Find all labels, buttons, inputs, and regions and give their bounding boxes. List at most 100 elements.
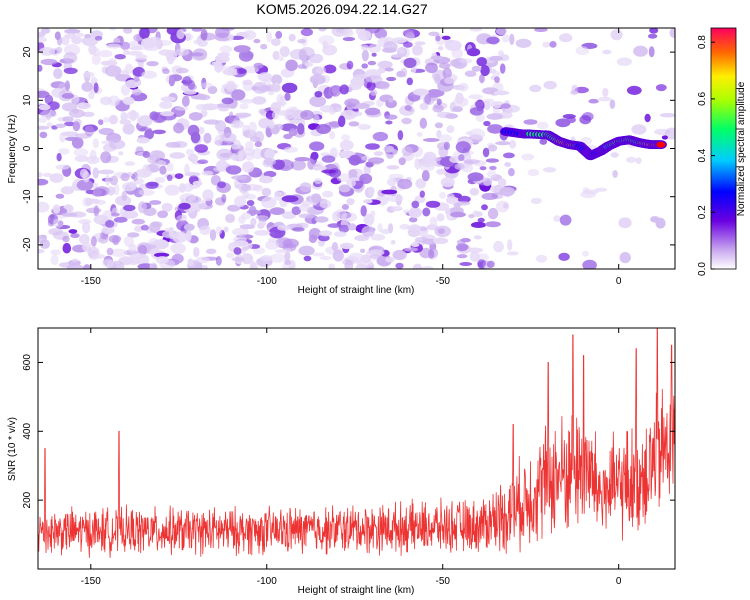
heatmap-cell: [291, 206, 301, 216]
heatmap-cell: [411, 243, 420, 247]
heatmap-cell: [438, 62, 451, 69]
heatmap-cell: [428, 249, 435, 259]
heatmap-cell: [114, 216, 128, 223]
heatmap-cell: [445, 113, 458, 119]
heatmap-cell: [71, 258, 79, 263]
heatmap-cell: [71, 36, 83, 45]
heatmap-cell: [258, 216, 268, 222]
heatmap-cell: [154, 176, 166, 183]
heatmap-cell: [493, 240, 504, 253]
heatmap-cell: [64, 121, 76, 127]
heatmap-cell: [46, 122, 53, 128]
heatmap-cell: [227, 34, 234, 40]
heatmap-cell: [468, 214, 475, 219]
heatmap-cell: [385, 120, 393, 125]
heatmap-cell: [655, 84, 667, 92]
heatmap-cell: [446, 125, 455, 133]
heatmap-cell: [124, 161, 136, 166]
heatmap-cell: [616, 57, 633, 66]
heatmap-cell: [111, 207, 119, 215]
heatmap-cell: [377, 223, 383, 233]
heatmap-cell: [314, 177, 322, 185]
heatmap-cell: [142, 164, 150, 176]
heatmap-cell: [486, 113, 503, 120]
heatmap-cell: [336, 107, 342, 112]
heatmap-cell: [648, 46, 655, 58]
heatmap-cell: [458, 82, 469, 92]
heatmap-cell: [100, 60, 118, 66]
heatmap-cell: [149, 200, 162, 205]
heatmap-cell: [106, 247, 114, 256]
heatmap-cell: [504, 162, 511, 167]
heatmap-cell: [415, 225, 429, 236]
heatmap-cell: [231, 89, 246, 101]
heatmap-cell: [71, 108, 80, 114]
heatmap-cell: [59, 132, 66, 143]
heatmap-cell: [542, 41, 551, 48]
heatmap-cell: [455, 92, 464, 105]
heatmap-cell: [114, 54, 126, 60]
heatmap-cell: [64, 80, 70, 91]
heatmap-cell: [253, 38, 261, 44]
heatmap-cell: [83, 264, 91, 269]
heatmap-cell: [509, 139, 517, 149]
heatmap-cell: [650, 216, 660, 223]
heatmap-cell: [432, 104, 444, 113]
heatmap-cell: [236, 68, 247, 75]
heatmap-cell: [495, 200, 510, 213]
heatmap-cell: [52, 218, 64, 228]
heatmap-cell: [54, 31, 61, 40]
heatmap-cell: [126, 51, 143, 56]
heatmap-cell: [437, 46, 444, 51]
heatmap-cell: [328, 121, 341, 128]
heatmap-cell: [235, 112, 252, 118]
heatmap-cell: [480, 64, 490, 77]
heatmap-cell: [367, 60, 377, 66]
heatmap-cell: [248, 121, 257, 134]
heatmap-cell: [98, 127, 115, 136]
heatmap-cell: [434, 225, 452, 237]
heatmap-cell: [241, 253, 254, 265]
heatmap-cell: [331, 28, 347, 37]
heatmap-cell: [113, 184, 120, 196]
heatmap-cell: [118, 151, 124, 156]
heatmap-cell: [361, 44, 369, 51]
heatmap-cell: [138, 189, 155, 196]
heatmap-cell: [254, 230, 271, 236]
heatmap-cell: [187, 258, 194, 267]
heatmap-cell: [487, 170, 497, 179]
heatmap-cell: [338, 184, 351, 193]
heatmap-cell: [231, 152, 237, 162]
heatmap-cell: [523, 119, 538, 125]
heatmap-cell: [416, 132, 423, 137]
heatmap-cell: [76, 102, 91, 110]
heatmap-cell: [346, 198, 355, 206]
heatmap-cell: [246, 209, 262, 215]
heatmap-cell: [62, 235, 70, 243]
heatmap-cell: [469, 28, 482, 32]
heatmap-cell: [347, 252, 365, 264]
heatmap-cell: [378, 81, 390, 90]
heatmap-cell: [164, 184, 180, 196]
heatmap-cell: [341, 204, 349, 210]
heatmap-cell: [285, 59, 298, 72]
heatmap-cell: [166, 162, 174, 172]
heatmap-cell: [395, 262, 404, 269]
heatmap-cell: [38, 172, 43, 178]
heatmap-cell: [84, 34, 91, 39]
heatmap-cell: [501, 34, 510, 43]
heatmap-cell: [582, 250, 589, 257]
heatmap-cell: [456, 239, 466, 246]
heatmap-cell: [38, 90, 50, 99]
heatmap-cell: [61, 93, 75, 99]
heatmap-cell: [365, 75, 383, 83]
heatmap-cell: [225, 165, 242, 175]
heatmap-cell: [252, 81, 268, 94]
heatmap-cell: [598, 96, 612, 102]
heatmap-cell: [402, 209, 410, 214]
heatmap-cell: [115, 195, 132, 206]
heatmap-cell: [424, 93, 432, 105]
heatmap-cell: [108, 139, 126, 150]
heatmap-cell: [137, 244, 148, 256]
heatmap-cell: [401, 146, 413, 157]
